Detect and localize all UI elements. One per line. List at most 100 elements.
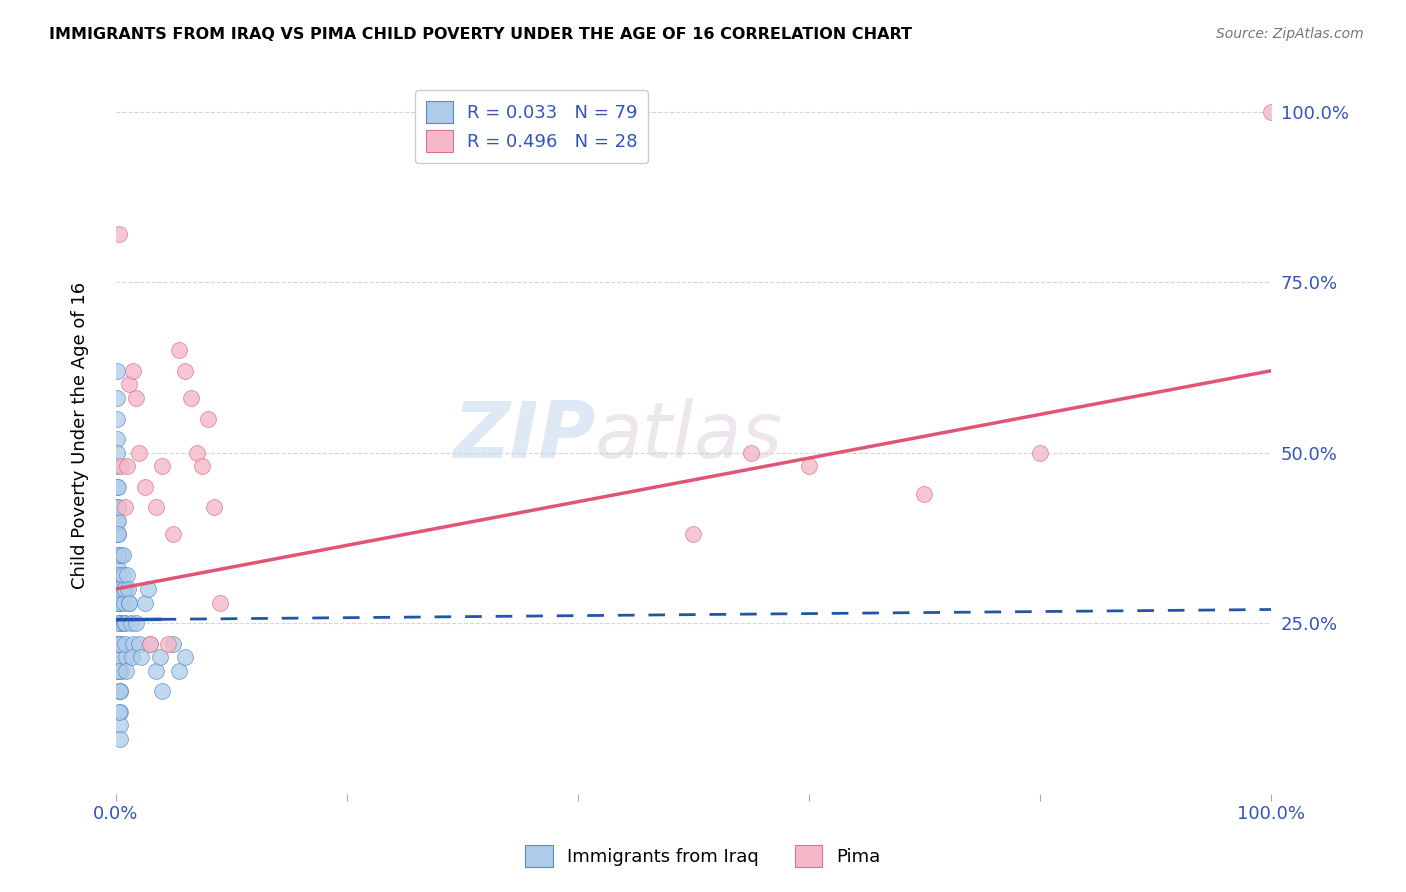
Point [208, 596, 231, 610]
Legend: Immigrants from Iraq, Pima: Immigrants from Iraq, Pima [519, 838, 887, 874]
Point [145, 500, 167, 515]
Point [111, 568, 134, 582]
Point [105, 364, 128, 378]
Point [914, 486, 936, 500]
Point [108, 637, 131, 651]
Point [139, 637, 162, 651]
Point [136, 582, 159, 596]
Point [108, 596, 131, 610]
Point [108, 637, 131, 651]
Point [112, 582, 135, 596]
Point [108, 684, 131, 698]
Point [1029, 445, 1052, 459]
Point [112, 596, 135, 610]
Point [107, 480, 129, 494]
Point [107, 548, 129, 562]
Point [115, 664, 138, 678]
Point [148, 650, 170, 665]
Point [112, 616, 135, 631]
Point [197, 411, 219, 425]
Point [105, 480, 128, 494]
Text: IMMIGRANTS FROM IRAQ VS PIMA CHILD POVERTY UNDER THE AGE OF 16 CORRELATION CHART: IMMIGRANTS FROM IRAQ VS PIMA CHILD POVER… [49, 27, 912, 42]
Point [110, 732, 132, 747]
Point [110, 616, 132, 631]
Point [105, 391, 128, 405]
Point [108, 664, 131, 678]
Point [108, 568, 131, 582]
Text: atlas: atlas [595, 398, 783, 474]
Point [121, 650, 143, 665]
Point [118, 596, 141, 610]
Legend: R = 0.033   N = 79, R = 0.496   N = 28: R = 0.033 N = 79, R = 0.496 N = 28 [415, 90, 648, 163]
Point [110, 705, 132, 719]
Point [108, 582, 131, 596]
Point [202, 500, 225, 515]
Point [107, 527, 129, 541]
Point [114, 637, 136, 651]
Point [115, 650, 138, 665]
Point [105, 432, 128, 446]
Point [107, 582, 129, 596]
Point [180, 391, 202, 405]
Point [162, 527, 184, 541]
Point [118, 596, 141, 610]
Point [167, 664, 190, 678]
Point [111, 548, 134, 562]
Point [128, 637, 150, 651]
Point [110, 664, 132, 678]
Point [107, 582, 129, 596]
Text: ZIP: ZIP [453, 398, 595, 474]
Point [122, 364, 145, 378]
Point [156, 637, 179, 651]
Point [108, 596, 131, 610]
Point [107, 561, 129, 575]
Point [145, 664, 167, 678]
Point [114, 582, 136, 596]
Point [150, 684, 173, 698]
Point [110, 459, 132, 474]
Point [110, 684, 132, 698]
Point [797, 459, 820, 474]
Point [134, 596, 156, 610]
Point [129, 650, 152, 665]
Point [108, 616, 131, 631]
Point [139, 637, 162, 651]
Point [105, 514, 128, 528]
Point [105, 445, 128, 459]
Point [105, 527, 128, 541]
Point [105, 568, 128, 582]
Point [107, 664, 129, 678]
Y-axis label: Child Poverty Under the Age of 16: Child Poverty Under the Age of 16 [72, 282, 89, 589]
Point [108, 637, 131, 651]
Point [105, 500, 128, 515]
Point [134, 480, 156, 494]
Point [105, 459, 128, 474]
Point [108, 582, 131, 596]
Point [114, 500, 136, 515]
Point [174, 650, 197, 665]
Point [110, 548, 132, 562]
Point [107, 548, 129, 562]
Point [107, 514, 129, 528]
Point [682, 527, 704, 541]
Point [125, 391, 148, 405]
Point [186, 445, 208, 459]
Point [167, 343, 190, 358]
Point [1260, 104, 1282, 119]
Point [107, 500, 129, 515]
Point [107, 527, 129, 541]
Point [110, 718, 132, 732]
Point [108, 705, 131, 719]
Point [740, 445, 762, 459]
Point [110, 637, 132, 651]
Point [108, 616, 131, 631]
Point [108, 227, 131, 242]
Point [174, 364, 197, 378]
Point [107, 500, 129, 515]
Point [105, 411, 128, 425]
Point [107, 650, 129, 665]
Point [110, 596, 132, 610]
Point [122, 637, 145, 651]
Point [115, 459, 138, 474]
Point [110, 684, 132, 698]
